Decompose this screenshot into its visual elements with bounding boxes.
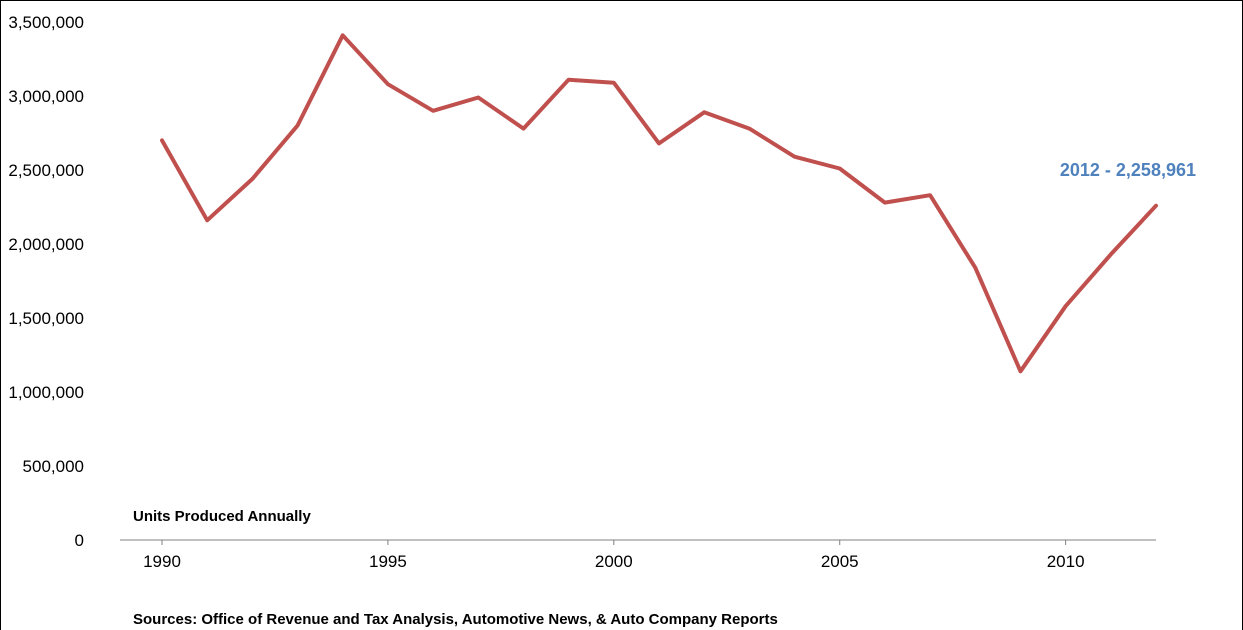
series-label: Units Produced Annually <box>133 508 311 525</box>
sources-note: Sources: Office of Revenue and Tax Analy… <box>133 611 778 628</box>
y-tick-label: 2,500,000 <box>8 161 84 180</box>
x-tick-label: 1995 <box>369 552 407 571</box>
y-tick-label: 2,000,000 <box>8 235 84 254</box>
x-tick-label: 2010 <box>1047 552 1085 571</box>
x-tick-label: 2000 <box>595 552 633 571</box>
y-tick-label: 0 <box>75 531 84 550</box>
end-value-annotation: 2012 - 2,258,961 <box>1060 160 1196 180</box>
y-tick-label: 1,000,000 <box>8 383 84 402</box>
x-axis-tick-marks <box>161 540 1067 545</box>
y-tick-label: 500,000 <box>23 457 84 476</box>
y-tick-label: 1,500,000 <box>8 309 84 328</box>
y-axis-ticks: 0 500,000 1,000,000 1,500,000 2,000,000 2,500… <box>8 13 84 550</box>
x-tick-label: 1990 <box>143 552 181 571</box>
y-tick-label: 3,000,000 <box>8 87 84 106</box>
x-tick-label: 2005 <box>821 552 859 571</box>
y-tick-label: 3,500,000 <box>8 13 84 32</box>
series-line <box>160 33 1158 374</box>
x-axis-ticks: 1990 1995 2000 2005 2010 <box>143 552 1084 571</box>
